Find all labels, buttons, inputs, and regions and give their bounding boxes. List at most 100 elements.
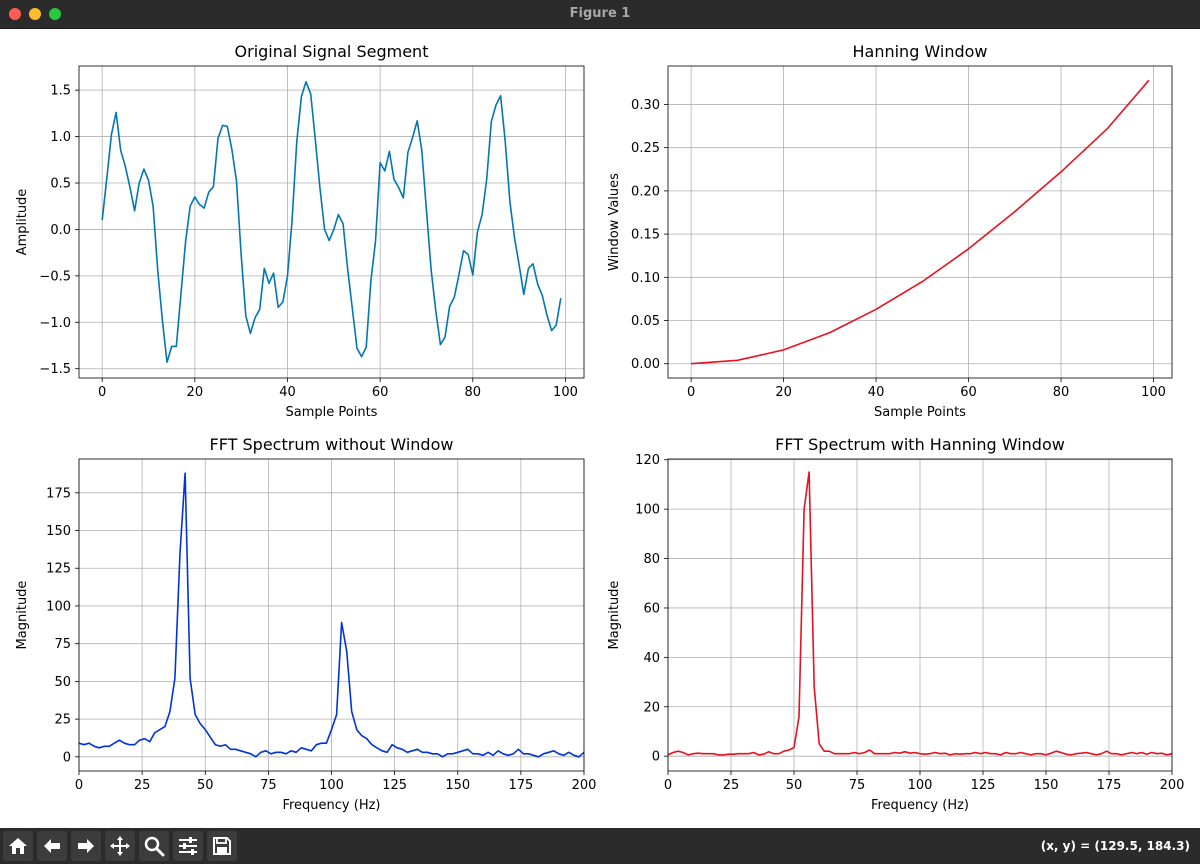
minimize-window-button[interactable] [29, 8, 41, 20]
x-tick-label: 80 [465, 385, 482, 400]
y-tick-label: 0.00 [631, 357, 660, 372]
forward-arrow-icon [78, 839, 94, 853]
y-tick-label: 0.30 [631, 98, 660, 113]
window-title: Figure 1 [569, 6, 631, 21]
series-line [667, 471, 1173, 756]
x-tick-label: 60 [960, 385, 977, 400]
y-tick-label: 50 [54, 675, 71, 690]
y-tick-label: 175 [46, 486, 71, 501]
forward-button[interactable] [71, 831, 101, 861]
home-button[interactable] [3, 831, 33, 861]
x-tick-label: 175 [508, 778, 533, 793]
plot-area [667, 65, 1173, 379]
x-axis-label: Frequency (Hz) [282, 798, 380, 813]
x-tick-label: 25 [723, 778, 740, 793]
x-tick-label: 200 [1160, 778, 1185, 793]
x-tick-label: 0 [664, 778, 672, 793]
home-icon [9, 838, 27, 854]
navigation-toolbar: (x, y) = (129.5, 184.3) [0, 828, 1200, 864]
y-tick-label: 0 [63, 750, 71, 765]
y-tick-label: 0.10 [631, 271, 660, 286]
x-tick-label: 100 [1141, 385, 1166, 400]
x-tick-label: 50 [197, 778, 214, 793]
pan-button[interactable] [105, 831, 135, 861]
series-line [691, 79, 1150, 365]
x-tick-label: 40 [868, 385, 885, 400]
y-tick-label: 0.20 [631, 184, 660, 199]
y-tick-label: 80 [643, 552, 660, 567]
x-tick-label: 0 [75, 778, 83, 793]
y-tick-label: 0.25 [631, 141, 660, 156]
y-tick-label: 120 [635, 453, 660, 468]
x-tick-label: 100 [319, 778, 344, 793]
back-arrow-icon [44, 839, 60, 853]
x-tick-label: 175 [1097, 778, 1122, 793]
subplots-button[interactable] [173, 831, 203, 861]
y-tick-label: −1.0 [39, 316, 71, 331]
y-tick-label: 100 [46, 599, 71, 614]
y-tick-label: 1.5 [50, 84, 71, 99]
x-tick-label: 75 [260, 778, 277, 793]
pan-icon [110, 836, 130, 856]
maximize-window-button[interactable] [49, 8, 61, 20]
y-tick-label: 20 [643, 700, 660, 715]
x-tick-label: 200 [572, 778, 597, 793]
x-axis-label: Sample Points [286, 405, 378, 420]
x-tick-label: 150 [1034, 778, 1059, 793]
x-tick-label: 100 [553, 385, 578, 400]
x-tick-label: 20 [775, 385, 792, 400]
title-bar: Figure 1 [0, 0, 1200, 29]
figure-svg: 0 20 40 60 80 100 −1.5 −1.0 −0.5 0.0 0.5 1.0 1.5 Orig… [15, 42, 1185, 813]
x-tick-label: 20 [187, 385, 204, 400]
chart-title: Hanning Window [852, 42, 987, 61]
chart-title: FFT Spectrum without Window [210, 435, 454, 454]
y-tick-label: 40 [643, 651, 660, 666]
y-tick-label: 0.0 [50, 223, 71, 238]
y-tick-label: 0.05 [631, 314, 660, 329]
x-tick-label: 50 [786, 778, 803, 793]
y-tick-label: 150 [46, 524, 71, 539]
save-button[interactable] [207, 831, 237, 861]
zoom-icon [144, 836, 165, 857]
y-axis-label: Magnitude [607, 581, 622, 650]
y-tick-label: 0.15 [631, 228, 660, 243]
y-tick-label: 75 [54, 637, 71, 652]
y-tick-label: −0.5 [39, 269, 71, 284]
back-button[interactable] [37, 831, 67, 861]
y-tick-label: 125 [46, 562, 71, 577]
y-axis-label: Amplitude [15, 189, 30, 256]
x-tick-label: 25 [134, 778, 151, 793]
y-tick-label: −1.5 [39, 362, 71, 377]
y-tick-label: 1.0 [50, 130, 71, 145]
subplots-icon [179, 837, 197, 855]
x-tick-label: 0 [98, 385, 106, 400]
y-tick-label: 0 [652, 750, 660, 765]
x-tick-label: 100 [908, 778, 933, 793]
x-tick-label: 125 [382, 778, 407, 793]
chart-title: Original Signal Segment [235, 42, 429, 61]
x-tick-label: 150 [445, 778, 470, 793]
x-tick-label: 75 [849, 778, 866, 793]
series-line [101, 80, 562, 364]
save-icon [213, 837, 231, 855]
x-tick-label: 40 [279, 385, 296, 400]
cursor-coordinates: (x, y) = (129.5, 184.3) [1040, 839, 1190, 853]
y-tick-label: 100 [635, 503, 660, 518]
series-line [78, 472, 585, 758]
y-tick-label: 60 [643, 601, 660, 616]
x-axis-label: Frequency (Hz) [871, 798, 969, 813]
y-tick-label: 0.5 [50, 177, 71, 192]
x-tick-label: 80 [1053, 385, 1070, 400]
x-axis-label: Sample Points [874, 405, 966, 420]
close-window-button[interactable] [9, 8, 21, 20]
chart-title: FFT Spectrum with Hanning Window [775, 435, 1065, 454]
x-tick-label: 125 [971, 778, 996, 793]
x-tick-label: 0 [687, 385, 695, 400]
plot-area [78, 65, 585, 379]
figure-canvas[interactable]: 0 20 40 60 80 100 −1.5 −1.0 −0.5 0.0 0.5 1.0 1.5 Orig… [0, 29, 1200, 828]
y-tick-label: 25 [54, 713, 71, 728]
y-axis-label: Magnitude [15, 581, 30, 650]
zoom-button[interactable] [139, 831, 169, 861]
y-axis-label: Window Values [607, 173, 622, 271]
x-tick-label: 60 [372, 385, 389, 400]
